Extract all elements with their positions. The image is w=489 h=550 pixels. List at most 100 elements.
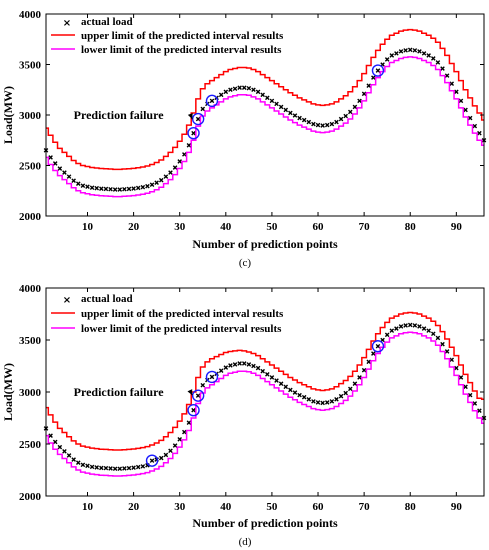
failure-marker-circle xyxy=(205,370,219,384)
caption-d: (d) xyxy=(239,536,252,548)
legend-marker-actual-c: × xyxy=(63,18,71,29)
data-point-actual xyxy=(75,181,81,186)
data-point-actual xyxy=(430,56,436,61)
data-point-actual xyxy=(255,89,261,95)
x-tick-label: 90 xyxy=(451,221,463,233)
data-point-actual xyxy=(122,466,127,471)
data-point-actual xyxy=(440,341,445,347)
data-point-actual xyxy=(112,466,118,472)
y-tick-label: 4000 xyxy=(19,283,42,295)
failure-marker-circle xyxy=(187,126,200,140)
data-point-actual xyxy=(472,401,478,406)
series-layer-c xyxy=(43,28,487,198)
data-point-actual xyxy=(334,396,339,402)
data-point-actual xyxy=(223,365,229,370)
x-tick-label: 40 xyxy=(220,501,232,513)
data-point-actual xyxy=(85,184,90,190)
data-point-actual xyxy=(412,323,418,328)
data-point-actual xyxy=(80,183,86,188)
data-point-actual xyxy=(389,328,395,333)
data-point-actual xyxy=(117,466,123,472)
data-point-actual xyxy=(94,465,100,470)
failure-marker-circle xyxy=(371,64,385,77)
x-tick-label: 80 xyxy=(405,221,417,233)
data-point-actual xyxy=(454,89,459,95)
data-point-actual xyxy=(324,400,330,405)
data-point-actual xyxy=(403,48,408,53)
data-point-actual xyxy=(269,375,275,380)
data-point-actual xyxy=(237,85,242,91)
failure-circles-c xyxy=(187,64,385,140)
y-axis-d: 2000 2500 3000 3500 4000 xyxy=(19,283,484,503)
data-point-actual xyxy=(283,384,289,390)
data-point-actual xyxy=(394,51,399,56)
x-tick-label: 30 xyxy=(174,501,186,513)
legend-label-upper-d: upper limit of the predicted interval re… xyxy=(81,308,284,320)
data-point-actual xyxy=(329,121,335,127)
data-point-actual xyxy=(454,365,459,371)
x-tick-label: 10 xyxy=(82,501,94,513)
data-point-actual xyxy=(71,457,76,462)
legend-label-actual-c: actual load xyxy=(81,16,133,28)
data-point-actual xyxy=(375,343,381,349)
data-point-actual xyxy=(440,66,445,71)
data-point-actual xyxy=(274,378,279,383)
data-point-actual xyxy=(421,326,427,331)
data-point-actual xyxy=(80,462,86,468)
data-point-actual xyxy=(394,326,399,331)
data-point-actual xyxy=(412,48,418,53)
legend-label-lower-c: lower limit of the predicted interval re… xyxy=(81,44,282,56)
y-tick-label: 3500 xyxy=(19,60,42,72)
data-point-actual xyxy=(191,407,196,413)
data-point-actual xyxy=(421,51,427,56)
data-point-actual xyxy=(398,49,404,54)
data-point-actual xyxy=(463,384,468,390)
x-tick-label: 40 xyxy=(220,221,232,233)
data-point-actual xyxy=(320,123,325,128)
y-tick-label: 3500 xyxy=(19,335,42,347)
data-point-actual xyxy=(430,331,436,337)
data-point-actual xyxy=(343,390,348,396)
data-point-actual xyxy=(57,444,63,450)
caption-c: (c) xyxy=(239,257,252,269)
data-point-actual xyxy=(209,98,215,104)
legend-d: × actual load upper limit of the predict… xyxy=(51,293,284,335)
x-tick-label: 50 xyxy=(266,221,278,233)
x-tick-label: 10 xyxy=(82,221,94,233)
data-point-actual xyxy=(352,104,358,110)
data-point-actual xyxy=(348,109,353,115)
series-layer-d xyxy=(43,311,487,477)
y-tick-label: 2000 xyxy=(19,491,42,503)
x-axis-c: 10 20 30 40 50 60 70 80 90 xyxy=(82,14,462,233)
data-point-actual xyxy=(135,185,141,191)
data-point-actual xyxy=(357,375,362,380)
data-point-actual xyxy=(232,86,238,92)
data-point-actual xyxy=(361,91,367,97)
data-point-actual xyxy=(384,57,390,62)
data-point-actual xyxy=(85,463,90,469)
x-tick-label: 90 xyxy=(451,501,463,513)
data-point-actual xyxy=(131,465,136,471)
data-point-actual xyxy=(126,186,132,192)
data-point-actual xyxy=(57,166,63,171)
data-point-actual xyxy=(62,448,67,454)
data-point-actual xyxy=(228,363,233,368)
data-point-actual xyxy=(108,186,113,192)
x-tick-label: 60 xyxy=(313,221,325,233)
data-point-actual xyxy=(278,381,284,386)
data-point-actual xyxy=(338,116,344,122)
data-point-actual xyxy=(89,185,95,191)
data-point-actual xyxy=(186,420,192,425)
data-point-actual xyxy=(103,465,109,471)
data-point-actual xyxy=(241,85,247,91)
data-point-actual xyxy=(467,392,473,398)
data-point-actual xyxy=(389,53,395,58)
data-point-actual xyxy=(246,362,252,367)
data-point-actual xyxy=(163,174,169,179)
data-point-actual xyxy=(366,359,372,365)
data-point-actual xyxy=(444,349,450,354)
data-point-actual xyxy=(89,464,95,470)
data-point-actual xyxy=(292,390,298,395)
y-tick-label: 3000 xyxy=(19,387,42,399)
